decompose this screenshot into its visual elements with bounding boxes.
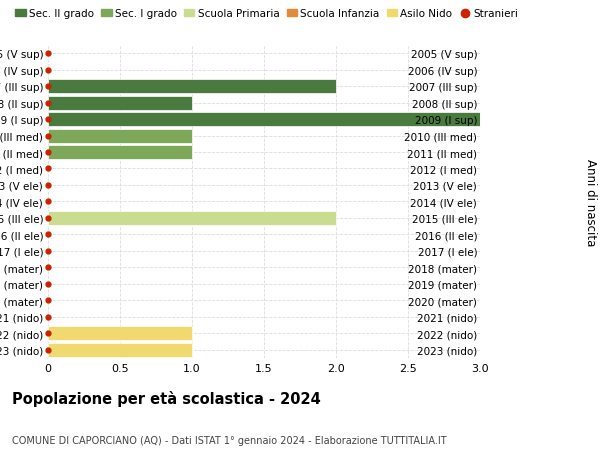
Bar [48, 146, 192, 160]
Bar [48, 343, 192, 357]
Bar [48, 113, 480, 127]
Bar [48, 212, 336, 225]
Text: Popolazione per età scolastica - 2024: Popolazione per età scolastica - 2024 [12, 390, 321, 406]
Legend: Sec. II grado, Sec. I grado, Scuola Primaria, Scuola Infanzia, Asilo Nido, Stran: Sec. II grado, Sec. I grado, Scuola Prim… [11, 5, 522, 23]
Bar [48, 129, 192, 143]
Text: Anni di nascita: Anni di nascita [584, 158, 597, 246]
Bar [48, 326, 192, 341]
Text: COMUNE DI CAPORCIANO (AQ) - Dati ISTAT 1° gennaio 2024 - Elaborazione TUTTITALIA: COMUNE DI CAPORCIANO (AQ) - Dati ISTAT 1… [12, 435, 446, 445]
Bar [48, 80, 336, 94]
Bar [48, 96, 192, 110]
